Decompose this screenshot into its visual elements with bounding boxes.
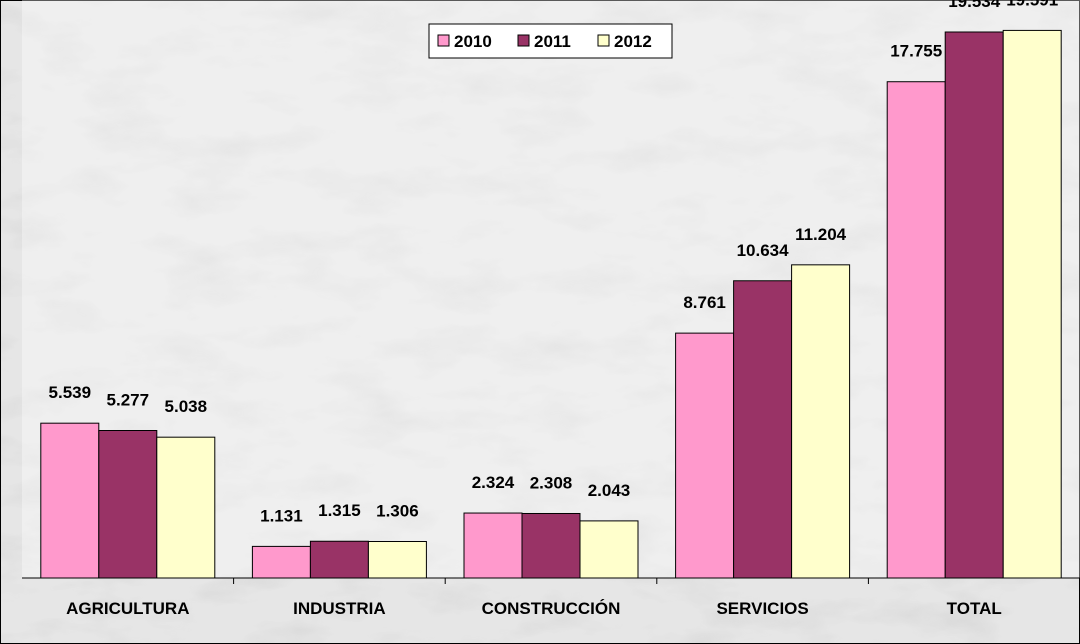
data-label-industria-2010: 1.131 — [260, 506, 303, 525]
bar-industria-2010 — [251, 545, 311, 579]
category-label-agricultura: AGRICULTURA — [66, 599, 189, 618]
data-labels-layer: 5.539 5.277 5.038 1.131 1.315 1.306 2.324 2.308… — [49, 0, 1059, 525]
bar-construccion-2010 — [463, 512, 523, 579]
bar-servicios-2010 — [675, 332, 735, 579]
bar-total-2011 — [944, 31, 1004, 579]
data-label-servicios-2010: 8.761 — [683, 293, 726, 312]
legend-label-2010: 2010 — [454, 32, 492, 51]
bar-industria-2012 — [367, 540, 427, 579]
bar-servicios-2012 — [791, 264, 851, 579]
data-label-industria-2012: 1.306 — [376, 501, 419, 520]
legend-swatch-2012 — [597, 34, 610, 47]
data-label-total-2010: 17.755 — [890, 42, 942, 61]
data-label-agricultura-2010: 5.539 — [49, 383, 92, 402]
bar-total-2012 — [1002, 29, 1062, 579]
legend-box — [428, 23, 673, 59]
data-label-agricultura-2012: 5.038 — [165, 397, 208, 416]
data-label-servicios-2012: 11.204 — [795, 225, 847, 244]
category-label-servicios: SERVICIOS — [716, 599, 808, 618]
legend: 2010 2011 2012 — [428, 23, 673, 59]
legend-label-2011: 2011 — [534, 32, 571, 51]
category-label-total: TOTAL — [947, 599, 1002, 618]
data-label-construccion-2011: 2.308 — [530, 473, 573, 492]
legend-swatch-2011 — [517, 34, 530, 47]
data-label-industria-2011: 1.315 — [318, 501, 361, 520]
data-label-total-2012: 19.591 — [1006, 0, 1058, 9]
bar-agricultura-2011 — [98, 430, 158, 579]
data-label-total-2011: 19.534 — [948, 0, 1001, 11]
legend-swatch-2010 — [437, 34, 450, 47]
x-axis-ticks — [233, 578, 869, 584]
bar-agricultura-2012 — [156, 436, 216, 579]
bar-industria-2011 — [309, 540, 369, 579]
bars-layer — [40, 29, 1062, 579]
bar-agricultura-2010 — [40, 422, 100, 579]
x-axis-category-labels: AGRICULTURA INDUSTRIA CONSTRUCCIÓN SERVICIO… — [66, 599, 1002, 618]
category-label-industria: INDUSTRIA — [293, 599, 386, 618]
data-label-construccion-2012: 2.043 — [588, 481, 631, 500]
data-label-agricultura-2011: 5.277 — [107, 391, 150, 410]
data-label-servicios-2011: 10.634 — [737, 241, 790, 260]
bar-servicios-2011 — [733, 280, 793, 579]
bar-total-2010 — [886, 81, 946, 579]
legend-items: 2010 2011 2012 — [437, 32, 652, 51]
category-label-construccion: CONSTRUCCIÓN — [482, 599, 621, 618]
data-label-construccion-2010: 2.324 — [472, 473, 515, 492]
bar-construccion-2011 — [521, 512, 581, 579]
bar-construccion-2012 — [579, 520, 639, 579]
legend-label-2012: 2012 — [614, 32, 652, 51]
